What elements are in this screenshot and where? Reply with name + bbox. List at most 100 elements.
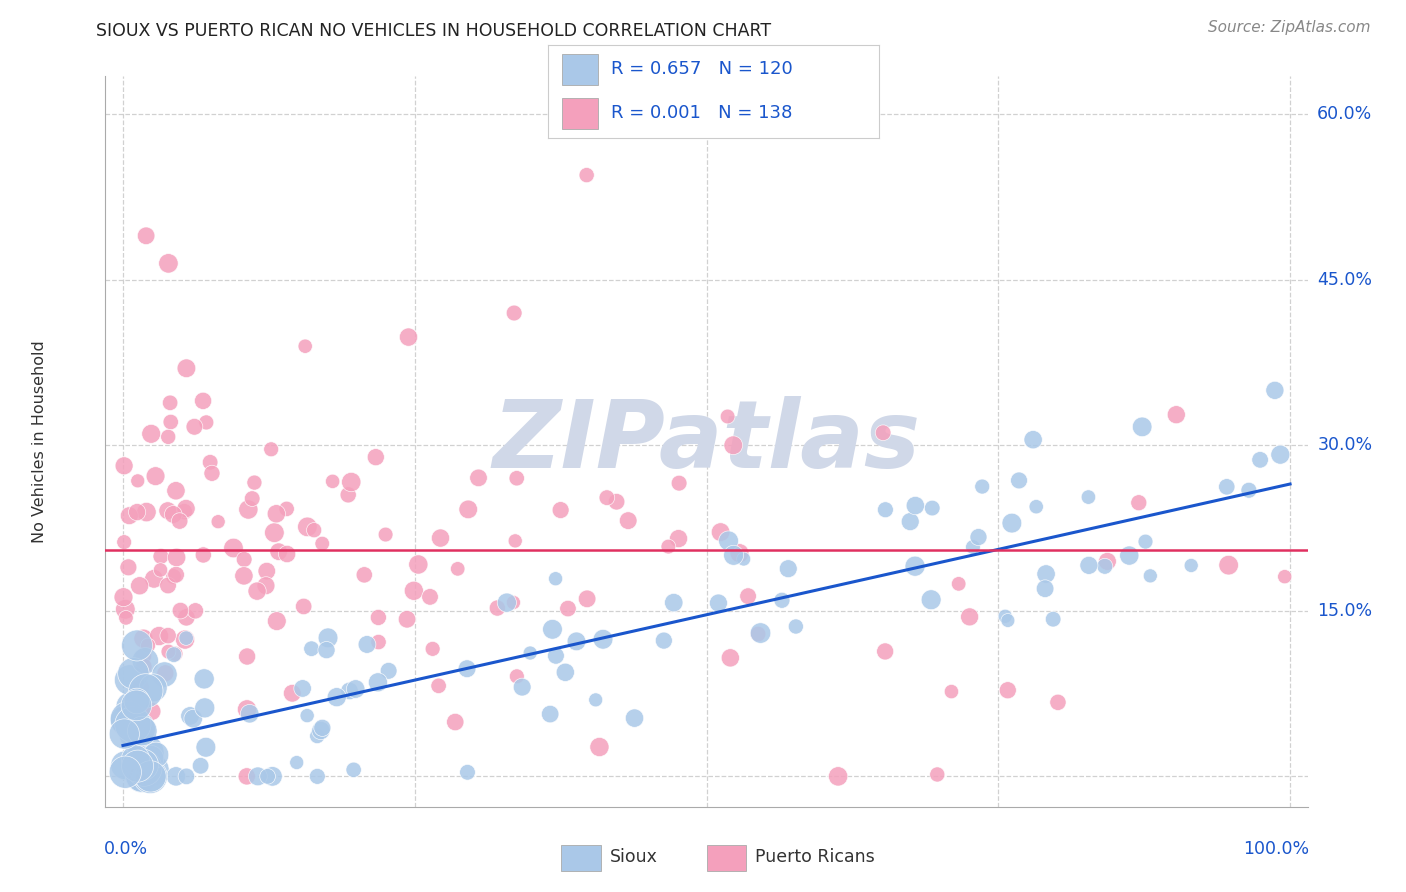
Point	[157, 578, 180, 592]
Point	[311, 536, 333, 550]
Point	[122, 729, 145, 743]
Point	[576, 591, 599, 606]
Point	[149, 549, 172, 564]
Point	[875, 502, 897, 516]
Point	[117, 560, 139, 574]
Point	[145, 747, 167, 762]
Point	[557, 601, 579, 615]
Point	[191, 393, 214, 408]
Point	[340, 475, 363, 489]
Point	[127, 722, 149, 736]
Point	[285, 756, 308, 770]
Point	[592, 632, 614, 647]
Point	[112, 590, 135, 604]
Point	[1077, 490, 1099, 504]
Point	[495, 596, 517, 610]
Point	[162, 508, 184, 522]
Point	[114, 758, 136, 772]
Point	[174, 631, 197, 645]
Point	[254, 579, 277, 593]
Point	[1139, 569, 1161, 583]
Point	[596, 491, 619, 505]
Point	[623, 711, 645, 725]
Point	[921, 501, 943, 516]
Point	[240, 491, 263, 506]
Point	[292, 599, 315, 614]
Point	[307, 769, 329, 783]
Point	[114, 602, 136, 616]
Point	[337, 488, 360, 502]
Point	[1128, 496, 1150, 510]
Point	[139, 751, 162, 765]
Point	[207, 515, 229, 529]
Point	[519, 646, 541, 660]
Point	[243, 475, 266, 490]
Point	[962, 540, 984, 554]
Point	[339, 684, 361, 698]
Point	[179, 709, 201, 723]
Bar	[561, 98, 598, 129]
Point	[668, 476, 690, 491]
Text: 45.0%: 45.0%	[1317, 271, 1372, 289]
Point	[112, 727, 135, 741]
Point	[142, 572, 165, 586]
Point	[149, 563, 172, 577]
Point	[422, 641, 444, 656]
Point	[827, 769, 849, 783]
Point	[747, 627, 769, 641]
Point	[281, 686, 304, 700]
Point	[875, 644, 897, 658]
Point	[1180, 558, 1202, 573]
Point	[419, 590, 441, 604]
Point	[112, 535, 135, 549]
Point	[325, 690, 347, 705]
Point	[1033, 582, 1056, 596]
Point	[301, 641, 323, 656]
Point	[353, 567, 375, 582]
Point	[142, 763, 165, 777]
Point	[232, 569, 254, 583]
Point	[156, 503, 179, 517]
Point	[165, 647, 187, 661]
Point	[749, 626, 772, 640]
Point	[155, 666, 177, 681]
Point	[427, 679, 450, 693]
Text: 30.0%: 30.0%	[1317, 436, 1372, 454]
Point	[717, 409, 740, 424]
Text: 60.0%: 60.0%	[1317, 105, 1372, 123]
Point	[778, 562, 800, 576]
Point	[162, 569, 184, 583]
Point	[994, 609, 1017, 624]
Point	[733, 552, 755, 566]
Point	[302, 523, 325, 537]
Point	[174, 501, 197, 516]
Point	[165, 769, 187, 783]
Point	[544, 648, 567, 663]
Point	[195, 416, 218, 430]
Point	[550, 503, 572, 517]
Point	[1249, 452, 1271, 467]
Bar	[561, 54, 598, 85]
Point	[297, 520, 319, 534]
Point	[652, 633, 675, 648]
Point	[737, 589, 759, 603]
Point	[1237, 483, 1260, 498]
Bar	[707, 845, 745, 871]
Point	[127, 474, 149, 488]
Point	[668, 532, 690, 546]
Point	[157, 430, 180, 444]
Point	[723, 438, 745, 452]
Point	[115, 611, 138, 625]
Point	[544, 572, 567, 586]
Point	[263, 525, 285, 540]
Point	[707, 596, 730, 610]
Point	[132, 761, 155, 775]
Text: 15.0%: 15.0%	[1317, 602, 1372, 620]
Text: ZIPatlas: ZIPatlas	[492, 395, 921, 488]
Point	[233, 552, 256, 566]
Point	[159, 396, 181, 410]
Point	[1022, 433, 1045, 447]
Point	[941, 684, 963, 698]
Point	[129, 680, 152, 694]
Point	[127, 505, 149, 519]
